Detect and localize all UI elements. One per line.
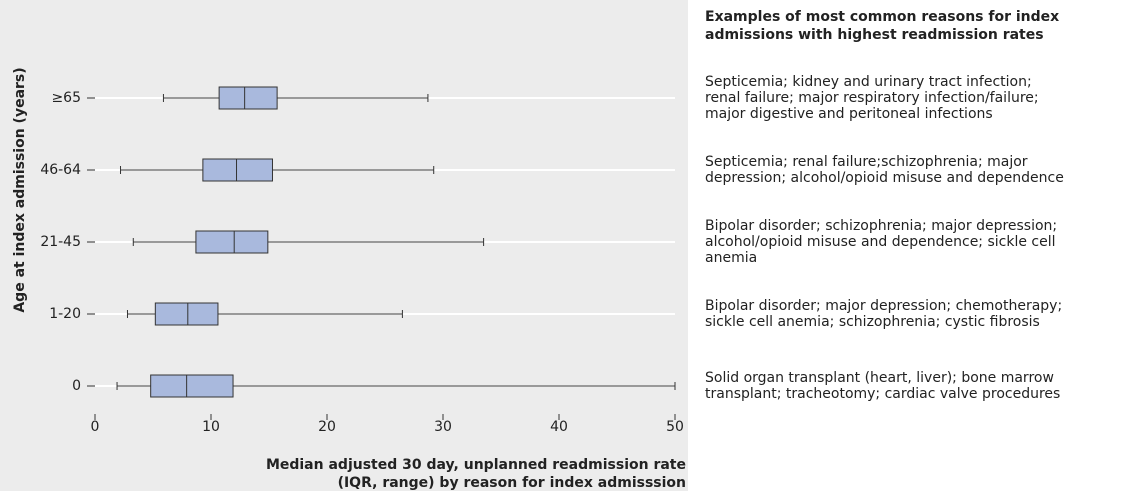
reason-text: alcohol/opioid misuse and dependence; si… <box>705 234 1056 250</box>
panel-background <box>0 0 688 491</box>
box <box>195 230 269 254</box>
x-axis-label: (IQR, range) by reason for index admisss… <box>338 475 686 491</box>
x-tick-label: 0 <box>91 419 100 435</box>
reason-text: Bipolar disorder; schizophrenia; major d… <box>705 218 1057 234</box>
reason-text: renal failure; major respiratory infecti… <box>705 90 1039 106</box>
reason-text: anemia <box>705 250 757 266</box>
box <box>218 86 278 110</box>
reason-text: sickle cell anemia; schizophrenia; cysti… <box>705 314 1040 330</box>
x-tick-label: 30 <box>434 419 452 435</box>
reason-text: Septicemia; kidney and urinary tract inf… <box>705 74 1032 90</box>
box <box>154 302 219 326</box>
box <box>150 374 234 398</box>
x-tick-label: 10 <box>202 419 220 435</box>
x-tick-label: 40 <box>550 419 568 435</box>
reason-text: Solid organ transplant (heart, liver); b… <box>705 370 1054 386</box>
reasons-title: admissions with highest readmission rate… <box>705 27 1044 43</box>
y-axis-label: Age at index admission (years) <box>12 67 28 312</box>
reason-text: major digestive and peritoneal infection… <box>705 106 993 122</box>
box <box>202 158 273 182</box>
reason-text: Septicemia; renal failure;schizophrenia;… <box>705 154 1028 170</box>
reason-text: depression; alcohol/opioid misuse and de… <box>705 170 1064 186</box>
x-axis-label: Median adjusted 30 day, unplanned readmi… <box>266 457 686 473</box>
reasons-title: Examples of most common reasons for inde… <box>705 9 1059 25</box>
y-tick-label: 21-45 <box>40 234 81 250</box>
x-tick-label: 20 <box>318 419 336 435</box>
y-tick-label: 1-20 <box>49 306 81 322</box>
reason-text: transplant; tracheotomy; cardiac valve p… <box>705 386 1060 402</box>
y-tick-label: 46-64 <box>40 162 81 178</box>
x-tick-label: 50 <box>666 419 684 435</box>
y-tick-label: ≥65 <box>51 90 81 106</box>
reason-text: Bipolar disorder; major depression; chem… <box>705 298 1062 314</box>
y-tick-label: 0 <box>72 378 81 394</box>
